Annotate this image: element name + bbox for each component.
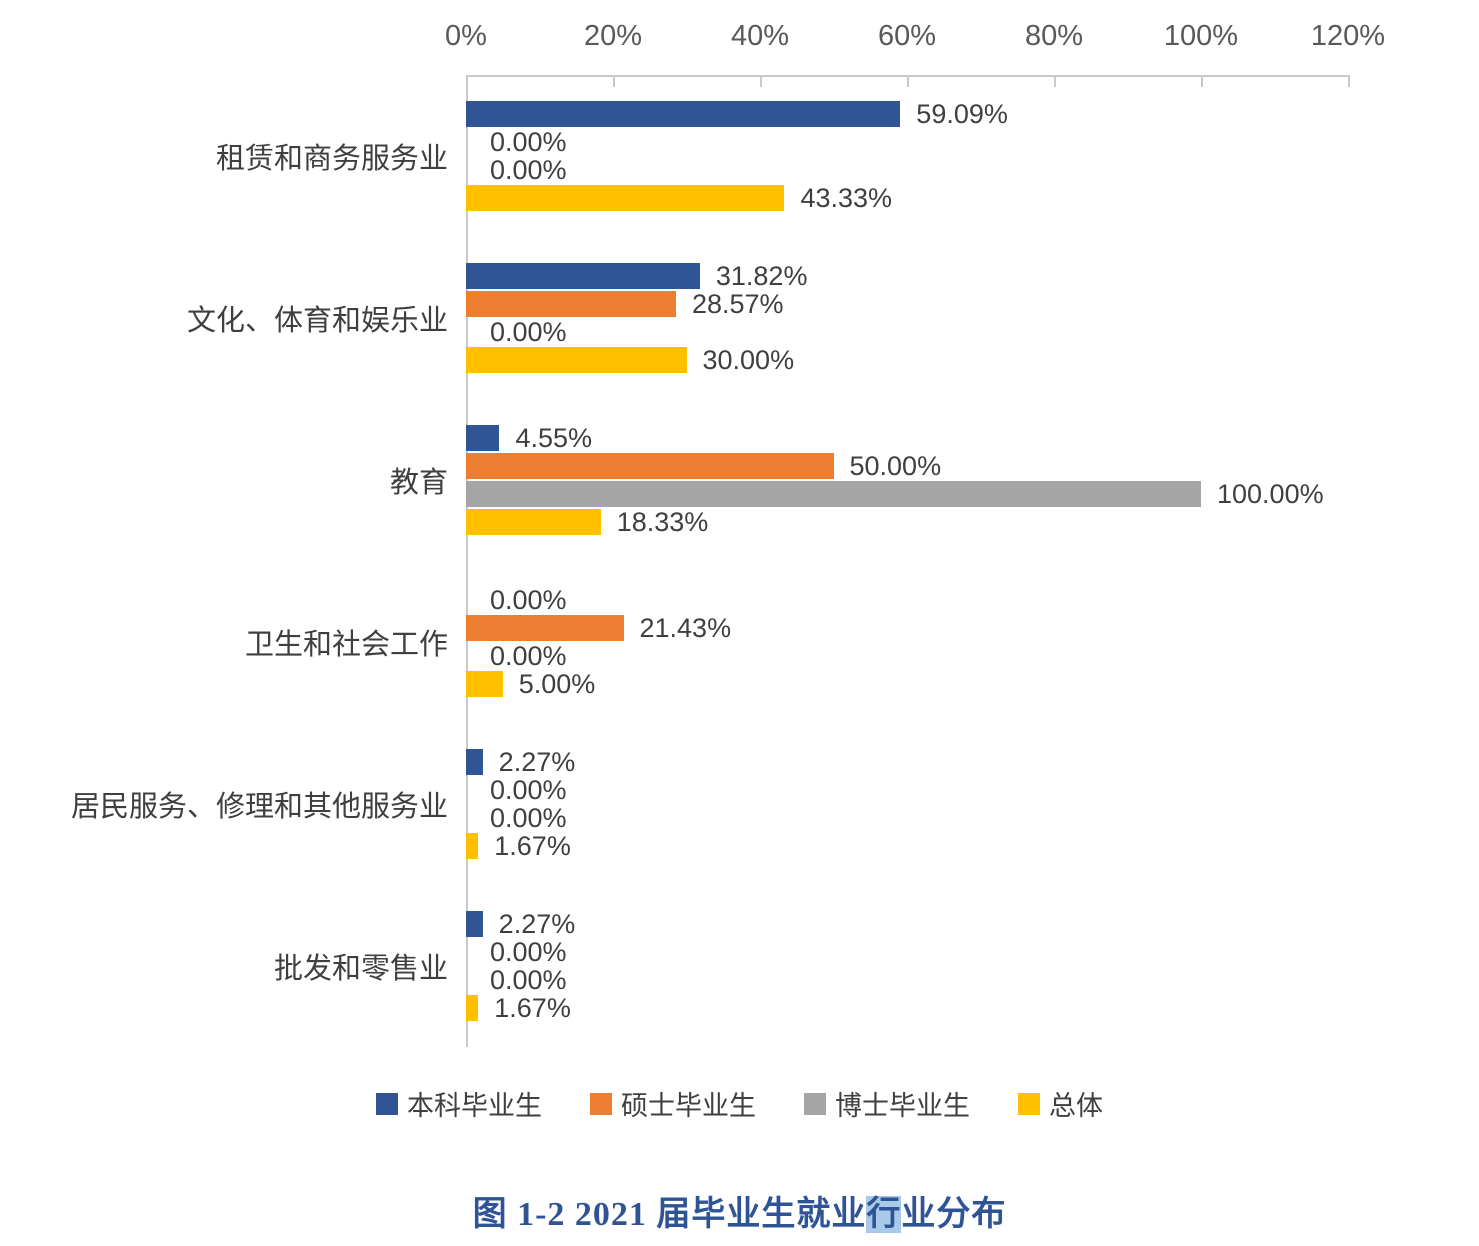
category-label: 卫生和社会工作 [244,629,448,661]
value-label: 0.00% [490,965,567,995]
legend-swatch-icon [804,1092,826,1115]
x-axis-tick-mark [613,75,615,87]
x-axis-tick-label: 100% [1163,20,1239,52]
bar-chart: 0% 20% 40% 60% 80% 100% 120% 租赁和商务服务业 59.09% 0.00… [70,20,1386,1047]
bar [466,995,479,1021]
value-label: 2.27% [498,747,576,777]
value-label: 0.00% [490,155,567,185]
legend-label: 本科毕业生 [407,1091,542,1121]
value-label: 0.00% [490,317,567,347]
bar [466,481,1201,507]
x-axis-tick-label: 60% [877,20,937,52]
bar [466,263,700,289]
x-axis-tick-mark [1054,75,1056,87]
category-label: 文化、体育和娱乐业 [186,305,448,337]
legend-item: 硕士毕业生 [590,1084,756,1123]
bar [466,671,503,697]
x-axis-tick-mark [907,75,909,87]
legend-item: 本科毕业生 [376,1084,542,1123]
value-label: 0.00% [490,127,567,157]
legend-swatch-icon [376,1092,398,1115]
value-label: 18.33% [616,507,709,537]
bar [466,347,687,373]
value-label: 0.00% [490,775,567,805]
legend-swatch-icon [1018,1092,1040,1115]
value-label: 21.43% [639,613,732,643]
value-label: 0.00% [490,803,567,833]
bar [466,509,601,535]
x-axis-tick-label: 0% [445,20,487,52]
bar [466,425,500,451]
value-label: 0.00% [490,937,567,967]
category-label: 居民服务、修理和其他服务业 [70,791,448,823]
bar [466,911,483,937]
bar [466,185,785,211]
value-label: 31.82% [715,261,808,291]
legend-label: 硕士毕业生 [621,1091,756,1121]
value-label: 28.57% [691,289,784,319]
legend: 本科毕业生 硕士毕业生 博士毕业生 总体 [0,1084,1479,1123]
caption-text: 业分布 [901,1196,1007,1233]
value-label: 0.00% [490,585,567,615]
value-label: 1.67% [494,831,571,861]
bar [466,833,479,859]
x-axis-tick-mark [1201,75,1203,87]
bar [466,453,834,479]
value-label: 1.67% [494,993,571,1023]
value-label: 4.55% [515,423,592,453]
category-label: 教育 [389,467,448,499]
x-axis-tick-label: 20% [583,20,643,52]
legend-swatch-icon [590,1092,612,1115]
x-axis-tick-mark [1348,75,1350,87]
category-label: 租赁和商务服务业 [215,143,448,175]
value-label: 5.00% [518,669,596,699]
bar [466,749,483,775]
x-axis-tick-label: 80% [1024,20,1084,52]
value-label: 50.00% [849,451,942,481]
value-label: 59.09% [916,99,1008,129]
bar [466,291,676,317]
bar [466,615,624,641]
bar [466,101,901,127]
y-axis-line [466,75,468,1047]
x-axis-tick-label: 120% [1310,20,1386,52]
value-label: 2.27% [498,909,576,939]
value-label: 0.00% [490,641,567,671]
value-label: 43.33% [800,183,893,213]
legend-item: 总体 [1018,1084,1103,1123]
legend-label: 博士毕业生 [835,1091,970,1121]
legend-label: 总体 [1049,1091,1103,1121]
legend-item: 博士毕业生 [804,1084,970,1123]
x-axis-tick-mark [760,75,762,87]
caption-text: 图 1-2 2021 届毕业生就业 [472,1196,867,1233]
x-axis-tick-label: 40% [730,20,790,52]
value-label: 30.00% [702,345,795,375]
category-label: 批发和零售业 [273,953,448,985]
caption-highlight: 行 [866,1196,902,1233]
value-label: 100.00% [1217,479,1324,509]
figure-caption: 图 1-2 2021 届毕业生就业行业分布 [0,1186,1479,1235]
